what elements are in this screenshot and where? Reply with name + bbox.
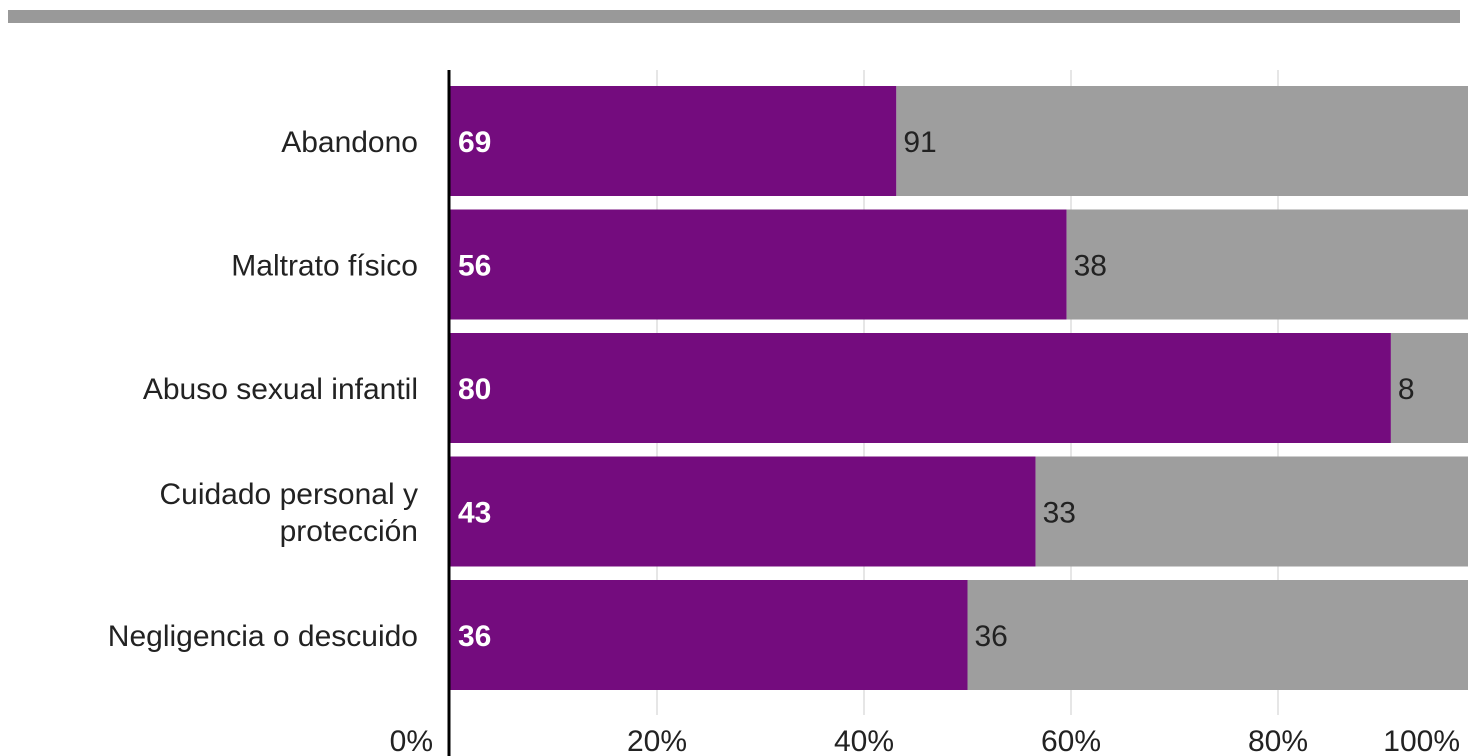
bar-segment-primary <box>450 580 968 690</box>
category-label: Maltrato físico <box>231 250 418 283</box>
bar-segment-primary <box>450 86 897 196</box>
data-label-primary: 56 <box>458 250 491 283</box>
category-label-line: Abuso sexual infantil <box>143 373 418 406</box>
category-label: Cuidado personal y protección <box>159 478 418 548</box>
data-label-primary: 36 <box>458 620 491 653</box>
bar-segment-primary <box>450 456 1036 567</box>
category-label-line: Maltrato físico <box>231 250 418 283</box>
x-tick-label: 0% <box>390 725 433 756</box>
x-tick-label: 100% <box>1383 725 1460 756</box>
data-label-secondary: 8 <box>1398 373 1415 406</box>
bars <box>450 86 1468 690</box>
bar-segment-secondary <box>896 86 1468 196</box>
category-label-line: Negligencia o descuido <box>108 620 418 653</box>
category-label-line: protección <box>280 515 418 548</box>
category-label-line: Abandono <box>281 126 418 159</box>
bar-segment-secondary <box>1035 456 1468 567</box>
x-tick-label: 80% <box>1248 725 1308 756</box>
data-label-secondary: 33 <box>1043 497 1076 530</box>
bar-segment-secondary <box>1390 333 1468 443</box>
bar-segment-primary <box>450 333 1391 443</box>
category-label-line: Cuidado personal y <box>159 478 418 511</box>
x-tick-label: 60% <box>1041 725 1101 756</box>
labels: 0% 20% 40% 60% 80% 100% 69 91 Abandono 56 38 Maltra… <box>108 126 1460 756</box>
bar-segment-primary <box>450 209 1067 320</box>
bar-segment-secondary <box>967 580 1468 690</box>
data-label-secondary: 36 <box>975 620 1008 653</box>
category-label: Abuso sexual infantil <box>143 373 418 406</box>
data-label-secondary: 91 <box>903 126 936 159</box>
category-label: Abandono <box>281 126 418 159</box>
data-label-secondary: 38 <box>1074 250 1107 283</box>
data-label-primary: 80 <box>458 373 491 406</box>
category-label: Negligencia o descuido <box>108 620 418 653</box>
data-label-primary: 43 <box>458 497 491 530</box>
data-label-primary: 69 <box>458 126 491 159</box>
header-bar <box>8 10 1460 23</box>
x-tick-label: 40% <box>834 725 894 756</box>
bar-segment-secondary <box>1066 209 1468 320</box>
x-tick-label: 20% <box>627 725 687 756</box>
